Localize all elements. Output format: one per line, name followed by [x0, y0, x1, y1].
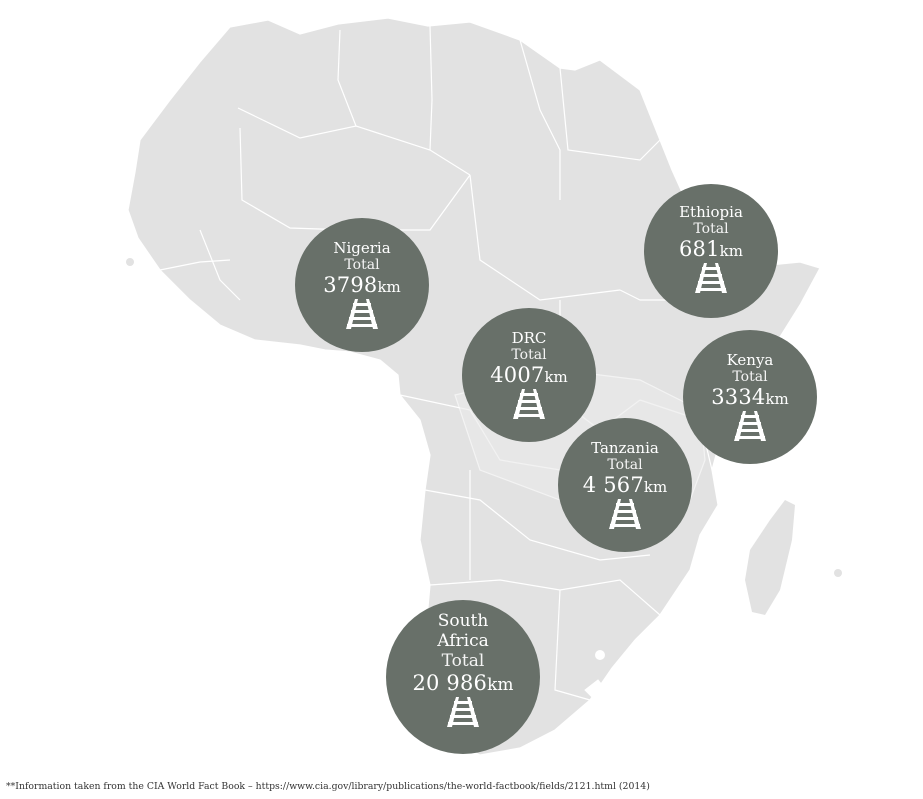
railway-length-value: 4007 — [490, 363, 545, 388]
railway-length-unit: km — [765, 390, 789, 409]
railway-tracks-icon — [513, 389, 545, 420]
country-name: Tanzania — [591, 439, 659, 457]
railway-length-unit: km — [544, 368, 568, 387]
tanzania-bubble: Tanzania Total 4 567km — [558, 418, 692, 552]
railway-tracks-icon — [695, 263, 727, 294]
total-label: Total — [344, 257, 380, 274]
south-africa-bubble: South Africa Total 20 986km — [386, 600, 540, 754]
railway-length-value: 3798 — [323, 273, 378, 298]
drc-bubble: DRC Total 4007km — [462, 308, 596, 442]
railway-length-unit: km — [487, 675, 514, 696]
ethiopia-bubble: Ethiopia Total 681km — [644, 184, 778, 318]
total-label: Total — [511, 347, 547, 364]
railway-length-unit: km — [643, 478, 668, 497]
railway-tracks-icon — [734, 411, 766, 442]
railway-length: 4 567km — [583, 473, 668, 497]
total-label: Total — [732, 369, 768, 386]
railway-length: 3334km — [711, 385, 789, 409]
total-label: Total — [607, 457, 643, 474]
island-comoros — [834, 569, 842, 577]
railway-length: 681km — [679, 237, 743, 261]
island-socotra — [126, 258, 134, 266]
country-name-line2: Africa — [437, 630, 489, 651]
source-footnote: **Information taken from the CIA World F… — [6, 781, 650, 792]
railway-tracks-icon — [346, 299, 378, 330]
railway-length: 20 986km — [412, 671, 514, 696]
country-name: Kenya — [726, 351, 774, 369]
railway-length-value: 20 986 — [412, 671, 488, 696]
total-label: Total — [693, 221, 729, 238]
country-name: Ethiopia — [679, 203, 743, 221]
kenya-bubble: Kenya Total 3334km — [683, 330, 817, 464]
country-name: Nigeria — [333, 239, 391, 257]
railway-length-value: 681 — [678, 237, 720, 262]
railway-length: 3798km — [323, 273, 401, 297]
railway-length-value: 4 567 — [582, 473, 644, 498]
nigeria-bubble: Nigeria Total 3798km — [295, 218, 429, 352]
railway-tracks-icon — [447, 697, 479, 728]
country-name: DRC — [511, 329, 547, 347]
country-name-line1: South — [437, 611, 489, 631]
railway-length-unit: km — [719, 242, 743, 261]
railway-length-value: 3334 — [711, 385, 766, 410]
total-label: Total — [441, 651, 485, 672]
railway-length: 4007km — [490, 363, 568, 387]
railway-length-unit: km — [377, 278, 401, 297]
lesotho-border — [584, 679, 607, 701]
madagascar — [745, 500, 795, 615]
railway-tracks-icon — [609, 499, 641, 530]
swaziland-border — [595, 650, 605, 660]
